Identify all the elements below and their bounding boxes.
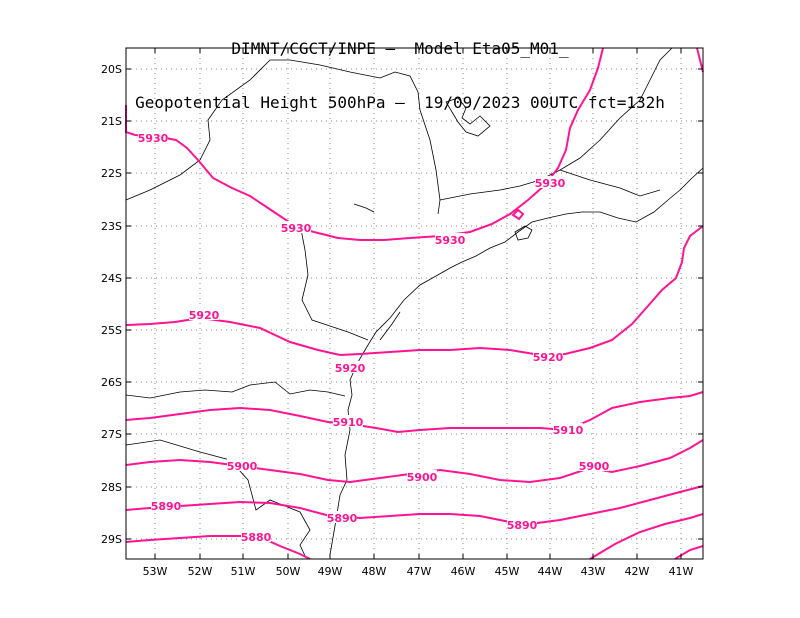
lon-tick-label: 44W: [538, 565, 563, 578]
contour-label-bg: [281, 221, 311, 233]
contour-label-5900: 5900: [579, 460, 610, 473]
lat-tick-label: 26S: [101, 376, 122, 389]
contour-label-5930: 5930: [138, 132, 169, 145]
lat-tick-label: 21S: [101, 115, 122, 128]
contour-label-5880: 5880: [241, 531, 272, 544]
contour-label-5900: 5900: [407, 471, 438, 484]
coastline-segment: [125, 439, 311, 559]
lon-tick-label: 51W: [231, 565, 256, 578]
contour-line-5880: [125, 535, 311, 560]
coastline-segment: [379, 311, 401, 341]
lat-tick-label: 22S: [101, 167, 122, 180]
coastline-segment: [559, 169, 661, 197]
contour-line-5930: [125, 47, 604, 241]
lat-tick-label: 20S: [101, 63, 122, 76]
contour-label-5930: 5930: [435, 234, 466, 247]
latitude-ticks: 20S 21S 22S 23S 24S 25S 26S 27S 28S 29S: [101, 63, 703, 546]
contour-label-5890: 5890: [151, 500, 182, 513]
contour-label-5920: 5920: [533, 351, 564, 364]
lon-tick-label: 53W: [143, 565, 168, 578]
contour-label-bg: [435, 233, 465, 245]
contour-label-bg: [241, 530, 271, 542]
contour-label-bg: [227, 459, 257, 471]
lat-tick-label: 28S: [101, 481, 122, 494]
contour-label-bg: [533, 350, 563, 362]
lon-tick-label: 48W: [362, 565, 387, 578]
lat-tick-label: 23S: [101, 220, 122, 233]
lon-tick-label: 43W: [581, 565, 606, 578]
contour-label-bg: [327, 511, 357, 523]
coastline-segment: [125, 59, 441, 215]
contour-label-bg: [553, 423, 583, 435]
contour-label-bg: [407, 470, 437, 482]
lon-tick-label: 45W: [495, 565, 520, 578]
lon-tick-label: 46W: [451, 565, 476, 578]
contour-label-5910: 5910: [333, 416, 364, 429]
contour-label-5910: 5910: [553, 424, 584, 437]
contour-line-5930: [511, 208, 525, 221]
contour-label-5900: 5900: [227, 460, 258, 473]
lon-tick-label: 50W: [276, 565, 301, 578]
coastline-segment: [445, 97, 491, 137]
title-line-2: Geopotential Height 500hPa – 19/09/2023 …: [135, 93, 665, 112]
lon-tick-label: 41W: [669, 565, 694, 578]
contour-line-5880: [674, 545, 704, 560]
lat-tick-label: 27S: [101, 428, 122, 441]
contour-line-5920: [125, 225, 704, 357]
contour-label-5920: 5920: [335, 362, 366, 375]
map-frame: [125, 47, 704, 560]
contour-line-5930: [696, 47, 704, 73]
contour-label-bg: [535, 176, 565, 188]
lat-tick-label: 25S: [101, 324, 122, 337]
lat-lon-grid: [126, 48, 703, 559]
lon-tick-label: 49W: [318, 565, 343, 578]
longitude-ticks: 53W 52W 51W 50W 49W 48W 47W 46W 45W 44W 43W 42W 41W: [143, 48, 694, 578]
chart-title: DIMNT/CGCT/INPE – Model Eta05_M01_ Geopo…: [0, 4, 800, 130]
contour-label-bg: [333, 415, 363, 427]
contour-label-5890: 5890: [327, 512, 358, 525]
contour-label-5890: 5890: [507, 519, 538, 532]
coastline-segment: [353, 203, 375, 213]
contour-label-bg: [507, 518, 537, 530]
lon-tick-label: 47W: [407, 565, 432, 578]
contour-label-bg: [189, 308, 219, 320]
coastline-segment: [514, 225, 533, 241]
coastline-segment: [299, 223, 369, 341]
contour-label-5930: 5930: [535, 177, 566, 190]
contour-line-5890: [125, 485, 704, 526]
contour-label-bg: [579, 459, 609, 471]
contour-label-bg: [335, 361, 365, 373]
geopotential-contours: 5930 5930 5930 5930 5920 5920 5920 5910 5910 5900…: [125, 47, 704, 560]
lat-tick-label: 24S: [101, 272, 122, 285]
coastline-segment: [439, 47, 673, 201]
contour-label-5920: 5920: [189, 309, 220, 322]
contour-line-5880: [589, 513, 704, 560]
lon-tick-label: 42W: [625, 565, 650, 578]
coastline-segment: [125, 381, 346, 399]
contour-line-5910: [125, 391, 704, 434]
contour-label-bg: [138, 131, 168, 143]
contour-label-5930: 5930: [281, 222, 312, 235]
lat-tick-label: 29S: [101, 533, 122, 546]
contour-label-bg: [151, 499, 181, 511]
lon-tick-label: 52W: [188, 565, 213, 578]
